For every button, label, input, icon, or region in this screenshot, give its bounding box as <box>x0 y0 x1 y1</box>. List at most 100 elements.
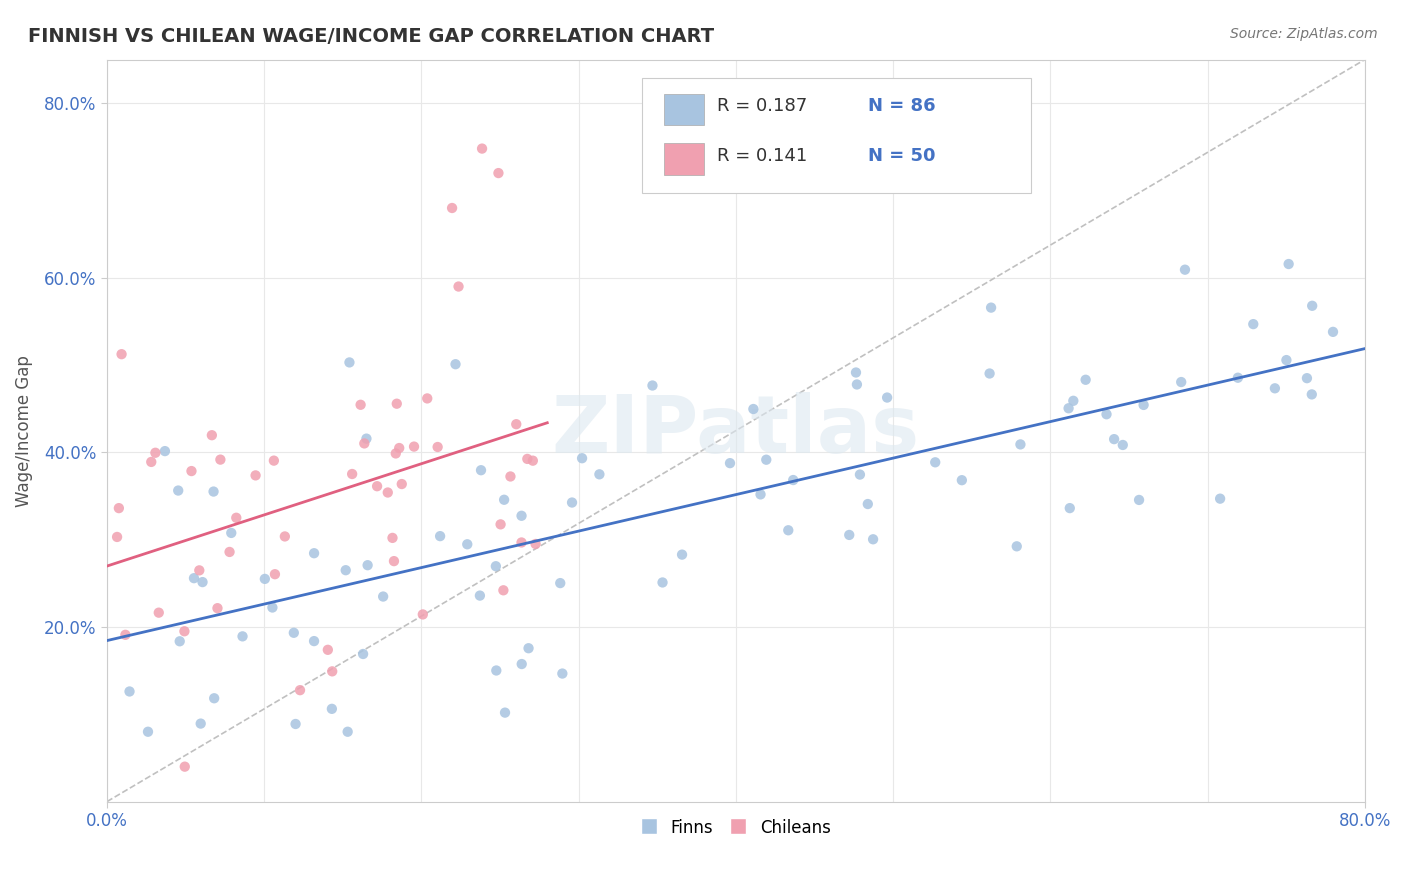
Point <box>510 657 533 671</box>
Point <box>148 606 170 620</box>
Point <box>441 201 464 215</box>
Point <box>470 463 492 477</box>
Point <box>876 391 898 405</box>
Point <box>1128 492 1150 507</box>
Point <box>340 467 363 481</box>
Point <box>353 436 375 450</box>
Point <box>377 485 399 500</box>
Point <box>105 530 128 544</box>
Point <box>114 628 136 642</box>
Point <box>253 572 276 586</box>
Point <box>412 607 434 622</box>
Text: ZIPatlas: ZIPatlas <box>551 392 920 469</box>
Point <box>548 576 571 591</box>
Point <box>838 528 860 542</box>
Point <box>145 446 167 460</box>
Point <box>190 716 212 731</box>
Point <box>201 428 224 442</box>
Point <box>274 529 297 543</box>
Point <box>1278 257 1301 271</box>
Point <box>1132 398 1154 412</box>
Point <box>510 535 533 549</box>
Point <box>1112 438 1135 452</box>
Point <box>352 647 374 661</box>
Point <box>505 417 527 432</box>
Point <box>385 397 408 411</box>
Point <box>444 357 467 371</box>
Point <box>231 629 253 643</box>
Point <box>651 575 673 590</box>
Point <box>366 479 388 493</box>
Point <box>316 642 339 657</box>
Point <box>429 529 451 543</box>
Point <box>180 464 202 478</box>
Point <box>349 398 371 412</box>
Point <box>262 600 284 615</box>
Point <box>468 589 491 603</box>
Point <box>381 531 404 545</box>
Point <box>356 432 378 446</box>
Point <box>225 510 247 524</box>
Point <box>284 717 307 731</box>
Point <box>845 366 868 380</box>
Point <box>245 468 267 483</box>
Point <box>494 706 516 720</box>
Point <box>524 537 547 551</box>
Point <box>849 467 872 482</box>
Point <box>742 402 765 417</box>
Point <box>167 483 190 498</box>
Point <box>219 525 242 540</box>
Point <box>173 759 195 773</box>
Text: Source: ZipAtlas.com: Source: ZipAtlas.com <box>1230 27 1378 41</box>
FancyBboxPatch shape <box>641 78 1032 194</box>
FancyBboxPatch shape <box>664 144 704 175</box>
Point <box>485 664 508 678</box>
Point <box>924 455 946 469</box>
Point <box>202 691 225 706</box>
Point <box>321 665 343 679</box>
Point <box>1005 539 1028 553</box>
Point <box>202 484 225 499</box>
Point <box>191 575 214 590</box>
Point <box>950 473 973 487</box>
Point <box>426 440 449 454</box>
Point <box>1301 387 1323 401</box>
Point <box>588 467 610 482</box>
Point <box>1226 370 1249 384</box>
Point <box>288 683 311 698</box>
Point <box>339 355 361 369</box>
Point <box>1174 262 1197 277</box>
Point <box>488 166 510 180</box>
Point <box>979 367 1001 381</box>
Point <box>382 554 405 568</box>
Y-axis label: Wage/Income Gap: Wage/Income Gap <box>15 355 32 507</box>
Point <box>1241 317 1264 331</box>
Point <box>218 545 240 559</box>
Point <box>283 625 305 640</box>
Text: N = 50: N = 50 <box>868 147 935 165</box>
Point <box>571 451 593 466</box>
Point <box>321 702 343 716</box>
Point <box>1170 375 1192 389</box>
FancyBboxPatch shape <box>664 94 704 125</box>
Point <box>384 446 406 460</box>
Text: R = 0.141: R = 0.141 <box>717 147 807 165</box>
Point <box>336 724 359 739</box>
Point <box>416 392 439 406</box>
Point <box>1074 373 1097 387</box>
Point <box>1275 353 1298 368</box>
Point <box>209 452 232 467</box>
Point <box>402 440 425 454</box>
Point <box>118 684 141 698</box>
Point <box>862 533 884 547</box>
Point <box>494 492 516 507</box>
Point <box>561 495 583 509</box>
Point <box>782 473 804 487</box>
Point <box>388 441 411 455</box>
Point <box>516 451 538 466</box>
Point <box>522 453 544 467</box>
Point <box>856 497 879 511</box>
Point <box>153 444 176 458</box>
Point <box>136 724 159 739</box>
Point <box>492 583 515 598</box>
